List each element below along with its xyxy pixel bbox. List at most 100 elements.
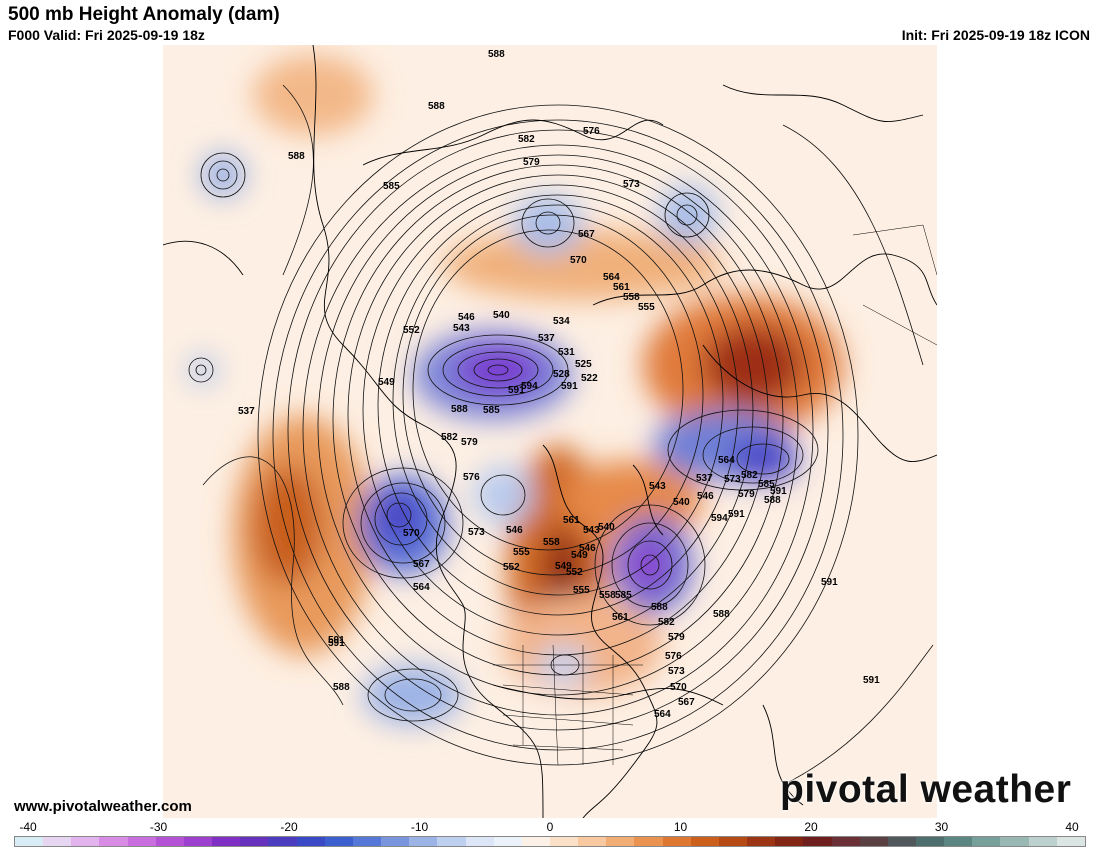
- colorbar-tick-label: -20: [280, 820, 298, 834]
- contour-label: 573: [724, 474, 741, 485]
- brand-logo: pivotal weather: [780, 768, 1072, 811]
- contour-label: 546: [506, 525, 523, 536]
- colorbar-cell: [99, 837, 128, 846]
- contour-label: 537: [696, 473, 713, 484]
- contour-label: 543: [649, 481, 666, 492]
- coastlines: [163, 45, 937, 818]
- contour-label: 528: [553, 369, 570, 380]
- contour-label: 591: [328, 635, 345, 646]
- colorbar-cell: [662, 837, 691, 846]
- colorbar-cell: [578, 837, 607, 846]
- valid-time: F000 Valid: Fri 2025-09-19 18z: [8, 27, 205, 43]
- colorbar-cell: [775, 837, 804, 846]
- contour-label: 579: [461, 437, 478, 448]
- contour-label: 585: [615, 590, 632, 601]
- colorbar-cell: [212, 837, 241, 846]
- contour-label: 525: [575, 359, 592, 370]
- colorbar-tick-label: 20: [804, 820, 818, 834]
- colorbar-cell: [916, 837, 945, 846]
- contour-label: 570: [570, 255, 587, 266]
- contour-label: 522: [581, 373, 598, 384]
- colorbar-cell: [381, 837, 410, 846]
- contour-label: 576: [583, 126, 600, 137]
- contour-label: 594: [711, 513, 728, 524]
- colorbar-cell: [465, 837, 494, 846]
- state-borders: [493, 224, 937, 766]
- contour-label: 546: [697, 491, 714, 502]
- contour-label: 579: [668, 632, 685, 643]
- contour-label: 552: [566, 567, 583, 578]
- colorbar-cell: [324, 837, 353, 846]
- contour-label: 561: [612, 612, 629, 623]
- colorbar-tick-label: 40: [1065, 820, 1079, 834]
- contour-label: 576: [463, 472, 480, 483]
- contour-label: 591: [508, 385, 525, 396]
- contour-label: 549: [571, 550, 588, 561]
- chart-title: 500 mb Height Anomaly (dam): [8, 4, 280, 25]
- colorbar-cell: [155, 837, 184, 846]
- contour-label: 588: [764, 495, 781, 506]
- contour-label: 573: [668, 666, 685, 677]
- contour-label: 540: [493, 310, 510, 321]
- contour-label: 555: [573, 585, 590, 596]
- contour-label: 564: [413, 582, 430, 593]
- colorbar-cell: [972, 837, 1001, 846]
- contour-label: 591: [328, 638, 345, 649]
- colorbar-cell: [409, 837, 438, 846]
- contour-label: 591: [770, 486, 787, 497]
- contour-label: 585: [483, 405, 500, 416]
- colorbar-cell: [859, 837, 888, 846]
- colorbar-cell: [690, 837, 719, 846]
- contour-label: 585: [383, 181, 400, 192]
- colorbar: [14, 836, 1086, 847]
- contour-label: 534: [553, 316, 570, 327]
- colorbar-cell: [718, 837, 748, 846]
- colorbar-tick-label: -10: [410, 820, 429, 834]
- contour-label: 573: [623, 179, 640, 190]
- contour-label: 543: [583, 525, 600, 536]
- contour-label: 549: [378, 377, 395, 388]
- contour-label: 588: [651, 602, 668, 613]
- colorbar-cell: [831, 837, 860, 846]
- contour-label: 552: [403, 325, 420, 336]
- height-contours: [188, 84, 934, 786]
- contour-label: 579: [523, 157, 540, 168]
- contour-label: 564: [603, 272, 620, 283]
- colorbar-cell: [268, 837, 297, 846]
- contour-label: 591: [728, 509, 745, 520]
- colorbar-cell: [944, 837, 973, 846]
- contour-label: 561: [613, 282, 630, 293]
- colorbar-cell: [549, 837, 579, 846]
- colorbar-cell: [15, 837, 44, 846]
- contour-label: 540: [673, 497, 690, 508]
- contour-label: 558: [623, 292, 640, 303]
- contour-label: 564: [718, 455, 735, 466]
- website-url[interactable]: www.pivotalweather.com: [14, 798, 192, 815]
- contour-label: 591: [863, 675, 880, 686]
- contour-labels: 5885885885855825795765735705675645615585…: [238, 49, 880, 720]
- colorbar-cell: [352, 837, 382, 846]
- contour-label: 567: [678, 697, 695, 708]
- colorbar-tick-label: 10: [673, 820, 688, 834]
- contour-label: 567: [578, 229, 595, 240]
- anomaly-map: 588 588 588 585 582 579 576 573 570 567 564 561 558 5…: [163, 45, 937, 818]
- contour-label: 558: [543, 537, 560, 548]
- contour-label: 555: [638, 302, 655, 313]
- colorbar-cell: [296, 837, 325, 846]
- contour-label: 582: [441, 432, 458, 443]
- colorbar-cell: [747, 837, 776, 846]
- contour-label: 594: [521, 381, 538, 392]
- colorbar-cell: [493, 837, 522, 846]
- colorbar-cell: [887, 837, 916, 846]
- colorbar-tick-label: -30: [149, 820, 168, 834]
- contour-label: 582: [741, 470, 758, 481]
- colorbar-cell: [183, 837, 213, 846]
- contour-label: 552: [503, 562, 520, 573]
- colorbar-cell: [803, 837, 832, 846]
- colorbar-cell: [634, 837, 663, 846]
- contour-label: 546: [579, 543, 596, 554]
- contour-label: 558: [599, 590, 616, 601]
- contour-label: 540: [598, 522, 615, 533]
- colorbar-cell: [1000, 837, 1029, 846]
- colorbar-cell: [240, 837, 269, 846]
